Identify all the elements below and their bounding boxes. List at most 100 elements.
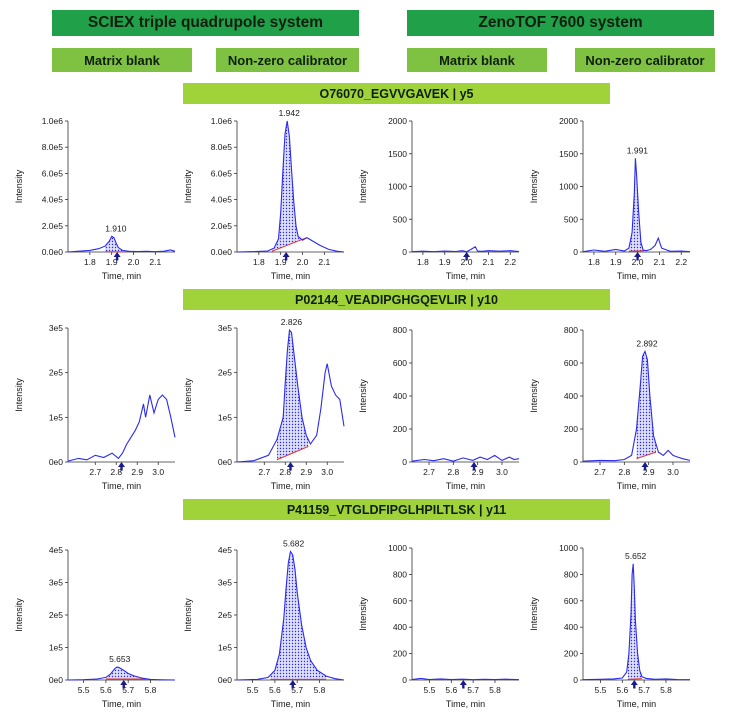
integration-baseline — [628, 250, 645, 252]
peak-rt-label: 1.991 — [627, 145, 649, 155]
chromatogram-panel-1: 0.0e0 2.0e5 4.0e5 6.0e5 8.0e5 1.0e6 1.8 1.9 2.0 2… — [14, 116, 176, 281]
peak-rt-label: 2.892 — [636, 338, 658, 348]
expected-rt-marker-icon — [634, 252, 642, 257]
chromatogram-trace — [67, 666, 176, 681]
expected-rt-marker-stem — [115, 257, 119, 261]
chromatogram-panel-9: 0e0 1e5 2e5 3e5 4e5 5.5 5.6 5.7 5.8 Time, min Inte… — [14, 545, 176, 709]
x-tick-label: 3.0 — [496, 467, 508, 477]
y-tick-label: 3e5 — [49, 323, 63, 333]
x-tick-label: 5.6 — [269, 685, 281, 695]
x-tick-label: 1.9 — [106, 257, 118, 267]
system-header-sciex: SCIEX triple quadrupole system — [52, 10, 359, 36]
y-axis-label: Intensity — [14, 169, 24, 203]
chromatogram-trace — [67, 235, 176, 253]
x-tick-label: 5.6 — [616, 685, 628, 695]
peak-rt-label: 2.826 — [281, 317, 303, 327]
expected-rt-marker-icon — [630, 680, 638, 685]
integrated-peak-area — [276, 330, 309, 460]
y-axis-label: Intensity — [358, 597, 368, 631]
y-tick-label: 800 — [393, 325, 407, 335]
x-tick-label: 2.1 — [654, 257, 666, 267]
x-tick-label: 5.7 — [467, 685, 479, 695]
chromatogram-trace — [236, 120, 345, 253]
chromatogram-trace — [67, 394, 176, 462]
x-axis-label: Time, min — [271, 271, 310, 281]
expected-rt-marker-icon — [289, 680, 297, 685]
y-axis-label: Intensity — [358, 169, 368, 203]
condition-header-zenotof-blank: Matrix blank — [407, 48, 547, 72]
peptide-header-1: O76070_EGVVGAVEK | y5 — [183, 83, 610, 104]
y-axis-label: Intensity — [529, 169, 539, 203]
peak-rt-label: 1.910 — [105, 223, 127, 233]
y-tick-label: 1.0e6 — [42, 116, 64, 126]
integration-baseline — [636, 451, 657, 460]
y-tick-label: 8.0e5 — [42, 142, 64, 152]
x-tick-label: 3.0 — [667, 467, 679, 477]
y-tick-label: 2000 — [559, 116, 578, 126]
y-tick-label: 6.0e5 — [42, 168, 64, 178]
y-tick-label: 0.0e0 — [42, 247, 64, 257]
expected-rt-marker-icon — [641, 462, 649, 467]
x-tick-label: 2.0 — [461, 257, 473, 267]
y-axis-label: Intensity — [529, 597, 539, 631]
y-tick-label: 0e0 — [218, 457, 232, 467]
chromatogram-panel-8: 0 200 400 600 800 2.7 2.8 2.9 3.0 Time, min Intens… — [529, 325, 691, 491]
chromatogram-panel-4: 0 500 1000 1500 2000 1.8 1.9 2.0 2.1 2.2 Time, min… — [529, 116, 691, 281]
y-tick-label: 1000 — [388, 182, 407, 192]
y-tick-label: 1e5 — [49, 643, 63, 653]
peak-rt-label: 5.682 — [283, 539, 305, 549]
integrated-peak-area — [270, 551, 327, 680]
x-tick-label: 5.5 — [595, 685, 607, 695]
x-tick-label: 2.7 — [258, 467, 270, 477]
x-tick-label: 2.2 — [504, 257, 516, 267]
y-tick-label: 1500 — [388, 149, 407, 159]
expected-rt-marker-icon — [287, 462, 294, 467]
condition-header-zenotof-calibrator: Non-zero calibrator — [575, 48, 715, 72]
x-tick-label: 5.5 — [247, 685, 259, 695]
y-tick-label: 2e5 — [218, 368, 232, 378]
y-axis-label: Intensity — [358, 379, 368, 413]
chromatogram-trace — [582, 563, 691, 681]
x-tick-label: 5.7 — [291, 685, 303, 695]
x-tick-label: 5.8 — [145, 685, 157, 695]
x-tick-label: 2.0 — [128, 257, 140, 267]
peak-rt-label: 1.942 — [279, 108, 301, 118]
x-tick-label: 5.7 — [122, 685, 134, 695]
expected-rt-marker-stem — [636, 257, 639, 261]
y-tick-label: 0.0e0 — [211, 247, 233, 257]
y-tick-label: 2e5 — [49, 368, 63, 378]
x-axis-label: Time, min — [102, 699, 141, 709]
x-tick-label: 1.8 — [253, 257, 265, 267]
x-tick-label: 2.8 — [447, 467, 459, 477]
peptide-header-3: P41159_VTGLDFIPGLHPILTLSK | y11 — [183, 499, 610, 520]
y-tick-label: 1000 — [559, 182, 578, 192]
x-tick-label: 2.1 — [149, 257, 161, 267]
y-tick-label: 4.0e5 — [42, 195, 64, 205]
y-tick-label: 600 — [564, 358, 578, 368]
expected-rt-marker-stem — [465, 257, 468, 261]
y-tick-label: 600 — [564, 596, 578, 606]
y-tick-label: 0 — [402, 247, 407, 257]
expected-rt-marker-icon — [120, 680, 128, 685]
chromatogram-trace — [411, 677, 520, 681]
y-tick-label: 1e5 — [218, 412, 232, 422]
chromatogram-trace — [582, 349, 691, 462]
y-tick-label: 3e5 — [49, 578, 63, 588]
y-tick-label: 0 — [573, 675, 578, 685]
y-tick-label: 600 — [393, 358, 407, 368]
x-tick-label: 3.0 — [152, 467, 164, 477]
x-tick-label: 5.7 — [638, 685, 650, 695]
x-tick-label: 2.9 — [300, 467, 312, 477]
expected-rt-marker-stem — [120, 467, 123, 471]
y-tick-label: 0 — [573, 457, 578, 467]
y-tick-label: 1500 — [559, 149, 578, 159]
expected-rt-marker-stem — [643, 467, 647, 471]
y-tick-label: 3e5 — [218, 578, 232, 588]
y-axis-label: Intensity — [183, 598, 193, 632]
x-tick-label: 2.1 — [483, 257, 495, 267]
expected-rt-marker-stem — [472, 467, 476, 471]
y-tick-label: 400 — [564, 622, 578, 632]
y-tick-label: 400 — [393, 622, 407, 632]
x-axis-label: Time, min — [617, 271, 656, 281]
integration-baseline — [271, 237, 308, 252]
